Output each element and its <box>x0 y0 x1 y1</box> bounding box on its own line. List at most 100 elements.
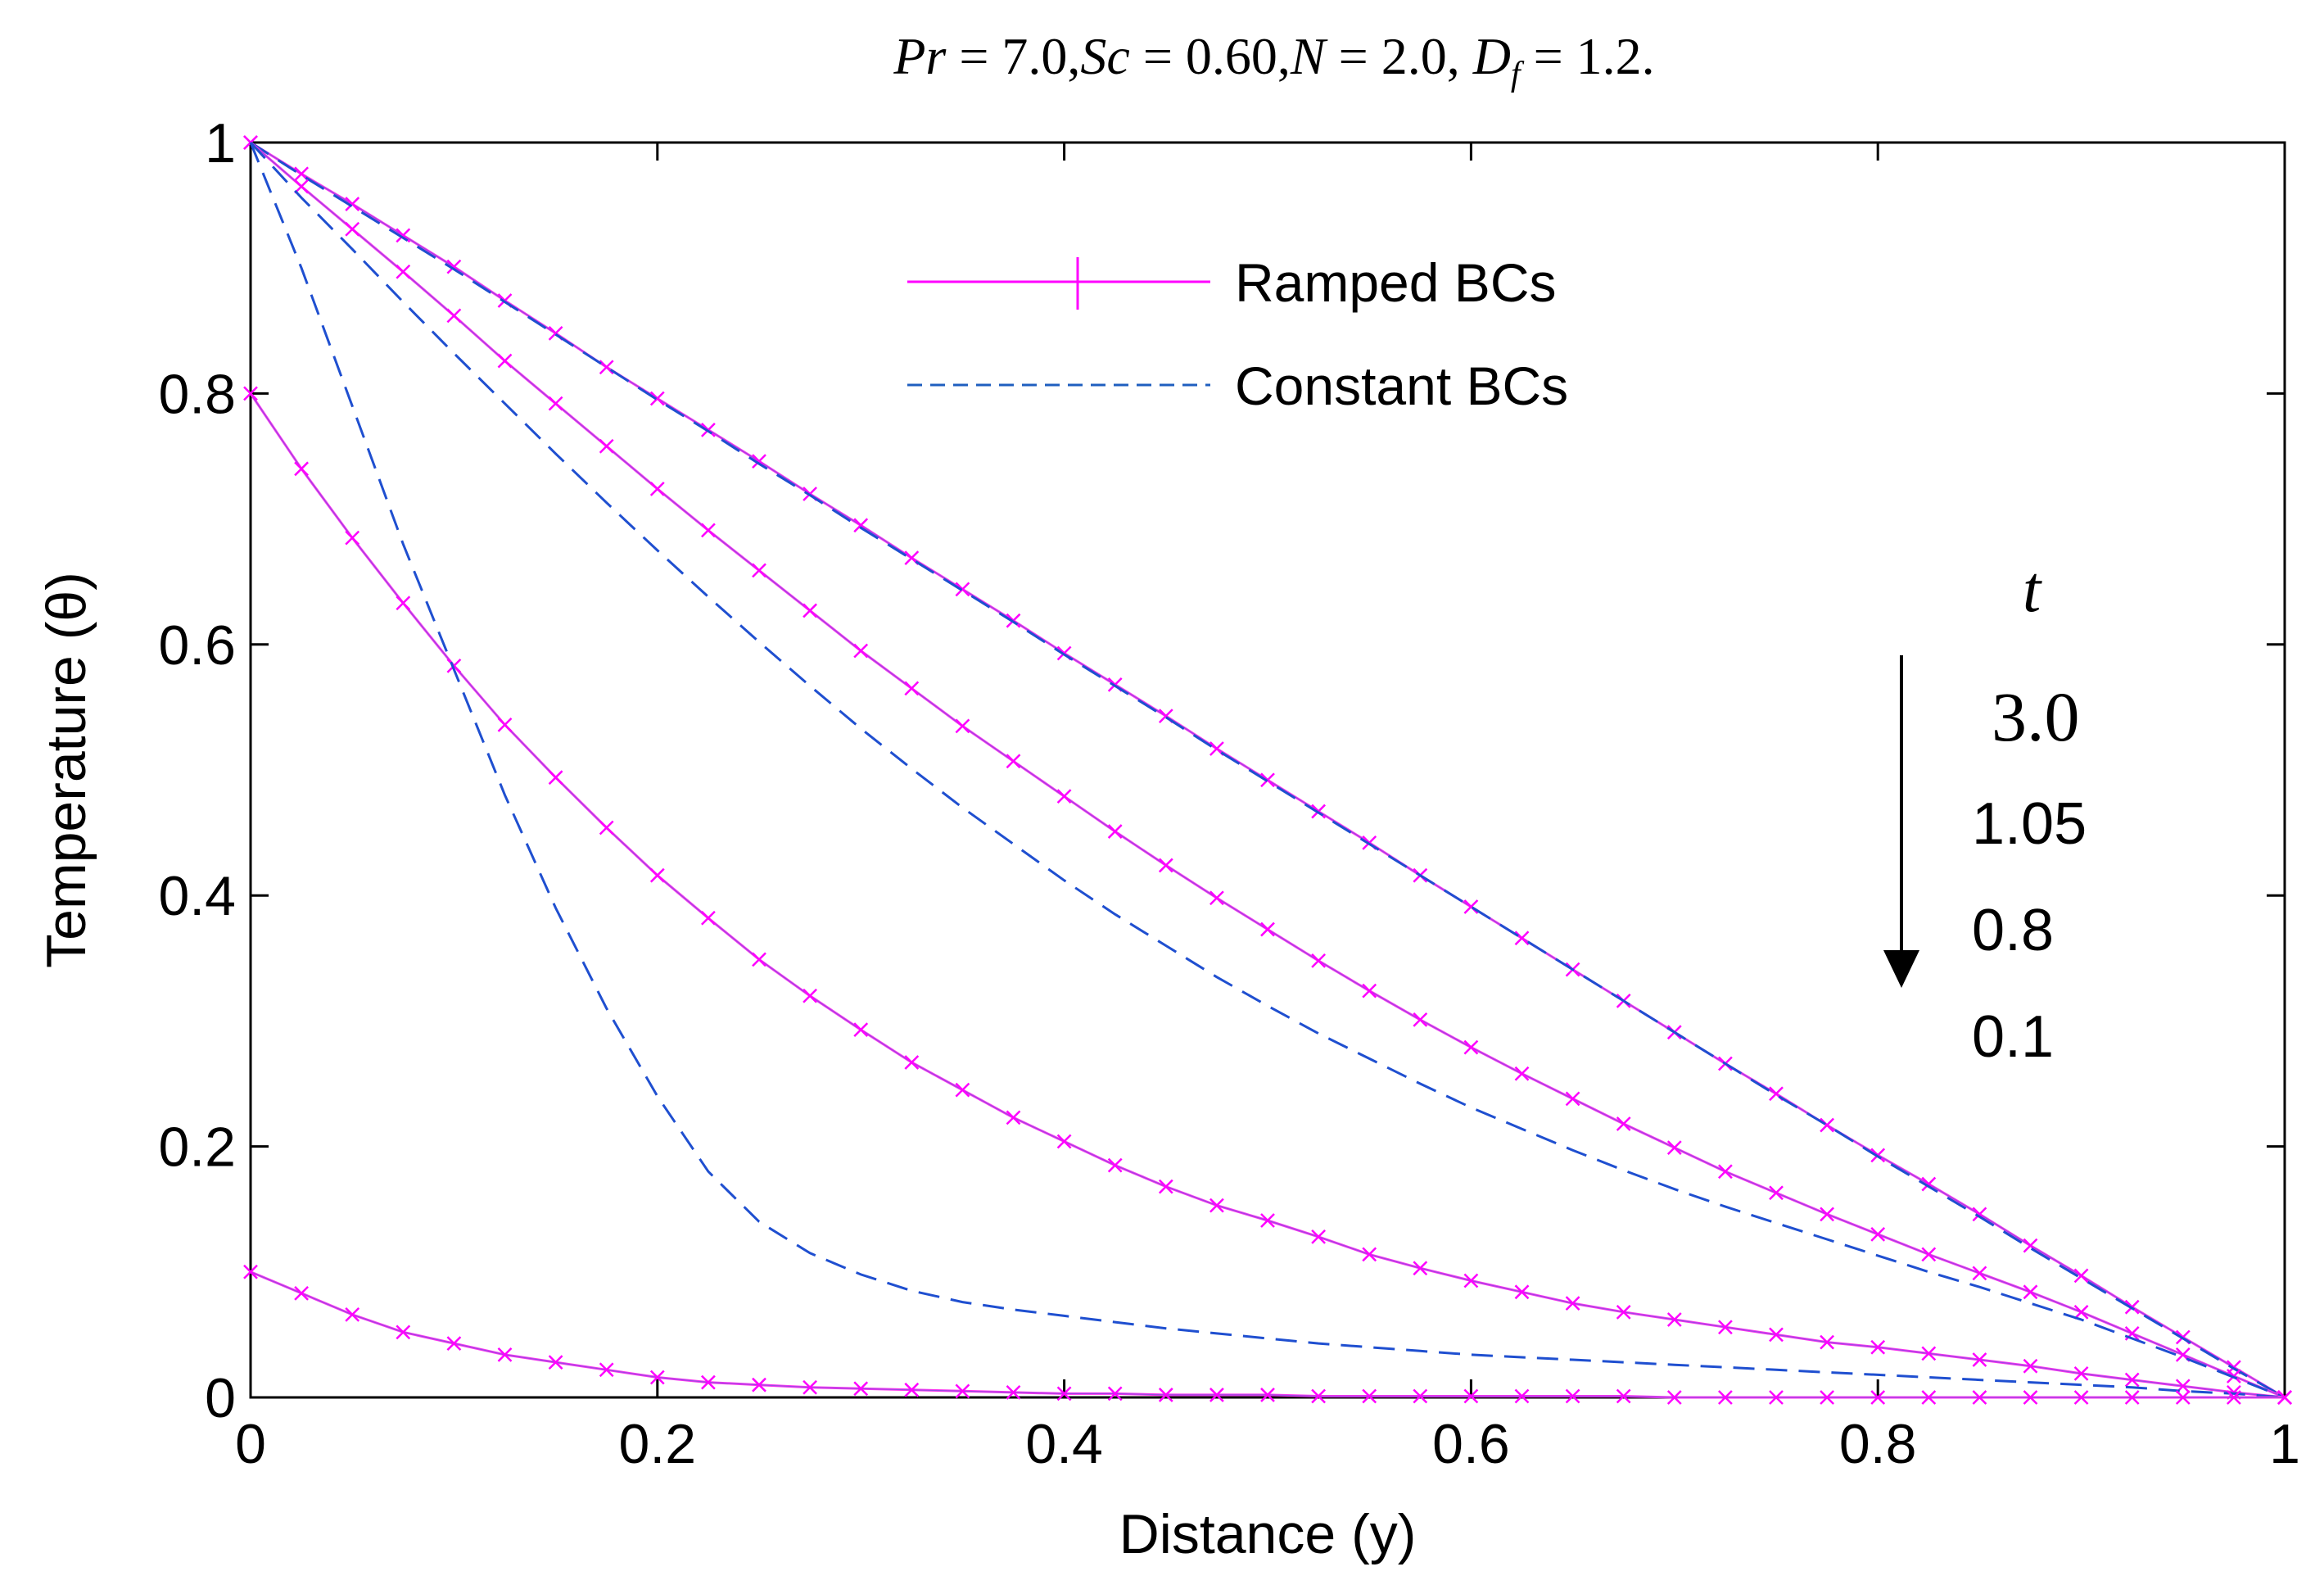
constant-bc-line-t-3-0 <box>250 141 2286 1399</box>
data-point-marker <box>1006 1384 1021 1400</box>
data-point-marker <box>1820 1117 1834 1133</box>
title-comma-1: , <box>1067 27 1080 85</box>
data-point-marker <box>1769 1390 1784 1405</box>
data-point-marker <box>1107 824 1123 839</box>
title-eq-3: = <box>1339 27 1368 85</box>
data-point-marker <box>752 1377 766 1392</box>
constant-bc-line-t-1-05 <box>249 141 2286 1399</box>
title-eq-2: = <box>1143 27 1173 85</box>
title-period: . <box>1642 27 1655 85</box>
data-point-marker <box>1362 1247 1377 1262</box>
data-point-marker <box>2073 1390 2089 1405</box>
data-point-marker <box>803 603 817 618</box>
data-point-marker <box>1056 789 1072 804</box>
data-point-marker <box>1718 1390 1733 1405</box>
data-point-marker <box>1565 1296 1580 1311</box>
annotation-arrow-head <box>1883 950 1919 988</box>
data-point-marker <box>1311 1229 1326 1244</box>
data-point-marker <box>1209 890 1224 906</box>
y-tick-label: 1 <box>205 112 236 174</box>
title-df-value: 1.2 <box>1576 27 1642 85</box>
data-point-marker <box>345 1307 360 1322</box>
title-df-sub: f <box>1511 56 1525 93</box>
data-point-marker <box>1158 1179 1173 1194</box>
y-tick-label: 0.2 <box>158 1116 236 1179</box>
data-point-marker <box>1463 1273 1479 1288</box>
x-tick-label: 0.2 <box>619 1413 697 1475</box>
annotation-value-1-05: 1.05 <box>1972 791 2087 857</box>
data-point-marker <box>294 461 309 477</box>
data-point-marker <box>1362 1388 1377 1404</box>
data-point-marker <box>1921 1390 1937 1405</box>
legend-constant-label: Constant BCs <box>1235 355 1568 416</box>
data-point-marker <box>1413 1012 1428 1027</box>
annotation-value-0-1: 0.1 <box>1972 1004 2054 1070</box>
data-point-marker <box>497 717 513 732</box>
data-point-marker <box>1870 1339 1886 1355</box>
data-point-marker <box>1666 1390 1682 1405</box>
x-tick-label: 0.8 <box>1839 1413 1917 1475</box>
data-point-marker <box>904 1055 920 1070</box>
title-eq-4: = <box>1534 27 1563 85</box>
data-point-marker <box>1260 1213 1275 1228</box>
data-point-marker <box>1820 1334 1834 1350</box>
y-tick-label: 0.4 <box>158 865 236 927</box>
data-point-marker <box>752 952 766 967</box>
data-point-marker <box>396 1325 411 1340</box>
data-point-marker <box>1463 1039 1479 1055</box>
data-point-marker <box>1260 1388 1275 1402</box>
data-point-marker <box>1616 1388 1631 1404</box>
x-tick-label: 1 <box>2269 1413 2300 1475</box>
data-point-marker <box>1972 1390 1987 1405</box>
data-point-marker <box>1972 1266 1987 1281</box>
data-point-marker <box>2277 1390 2292 1405</box>
data-point-marker <box>701 523 716 538</box>
plot-area <box>249 141 2286 1399</box>
data-point-marker <box>701 1374 716 1390</box>
data-point-marker <box>649 481 665 496</box>
chart-title: Pr = 7.0,Sc = 0.60,N = 2.0, Df = 1.2. <box>893 27 1654 97</box>
data-point-marker <box>1870 1226 1886 1242</box>
data-point-marker <box>1514 931 1530 946</box>
data-point-marker <box>1820 1390 1834 1405</box>
y-tick-label: 0 <box>205 1367 236 1429</box>
data-point-marker <box>243 386 258 401</box>
data-point-marker <box>1056 1134 1072 1149</box>
annotation-value-0-8: 0.8 <box>1972 898 2054 963</box>
data-point-marker <box>1209 1198 1224 1213</box>
annotation-t-symbol: t <box>2023 554 2042 626</box>
data-point-marker <box>1463 1388 1479 1404</box>
title-eq-1: = <box>959 27 988 85</box>
data-point-marker <box>345 221 360 237</box>
data-point-marker <box>853 643 869 659</box>
data-point-marker <box>396 595 411 611</box>
data-point-marker <box>497 353 513 369</box>
data-point-marker <box>1514 1066 1530 1081</box>
data-point-marker <box>446 658 462 673</box>
data-point-marker <box>1158 1388 1173 1402</box>
data-point-marker <box>2073 1366 2089 1381</box>
data-point-marker <box>955 1383 970 1399</box>
data-point-marker <box>2073 1268 2089 1284</box>
title-comma-3: , <box>1447 27 1460 85</box>
data-point-marker <box>853 1381 869 1397</box>
data-point-marker <box>1565 1388 1580 1404</box>
data-point-marker <box>294 179 309 194</box>
title-n-name: N <box>1290 27 1328 85</box>
data-point-marker <box>649 867 665 883</box>
data-point-marker <box>599 1362 614 1378</box>
data-point-marker <box>1056 1386 1072 1402</box>
time-annotation: t 3.0 1.05 0.8 0.1 <box>1883 554 2087 1070</box>
data-point-marker <box>1565 1091 1580 1107</box>
data-point-marker <box>2124 1372 2140 1388</box>
data-point-marker <box>803 988 817 1003</box>
data-point-marker <box>446 308 462 324</box>
title-pr-name: Pr <box>893 27 947 85</box>
x-tick-label: 0 <box>235 1413 266 1475</box>
data-point-marker <box>1311 953 1326 968</box>
data-point-marker <box>1260 922 1275 937</box>
data-point-marker <box>1362 983 1377 999</box>
data-point-marker <box>1463 899 1479 914</box>
data-point-marker <box>1921 1346 1937 1361</box>
